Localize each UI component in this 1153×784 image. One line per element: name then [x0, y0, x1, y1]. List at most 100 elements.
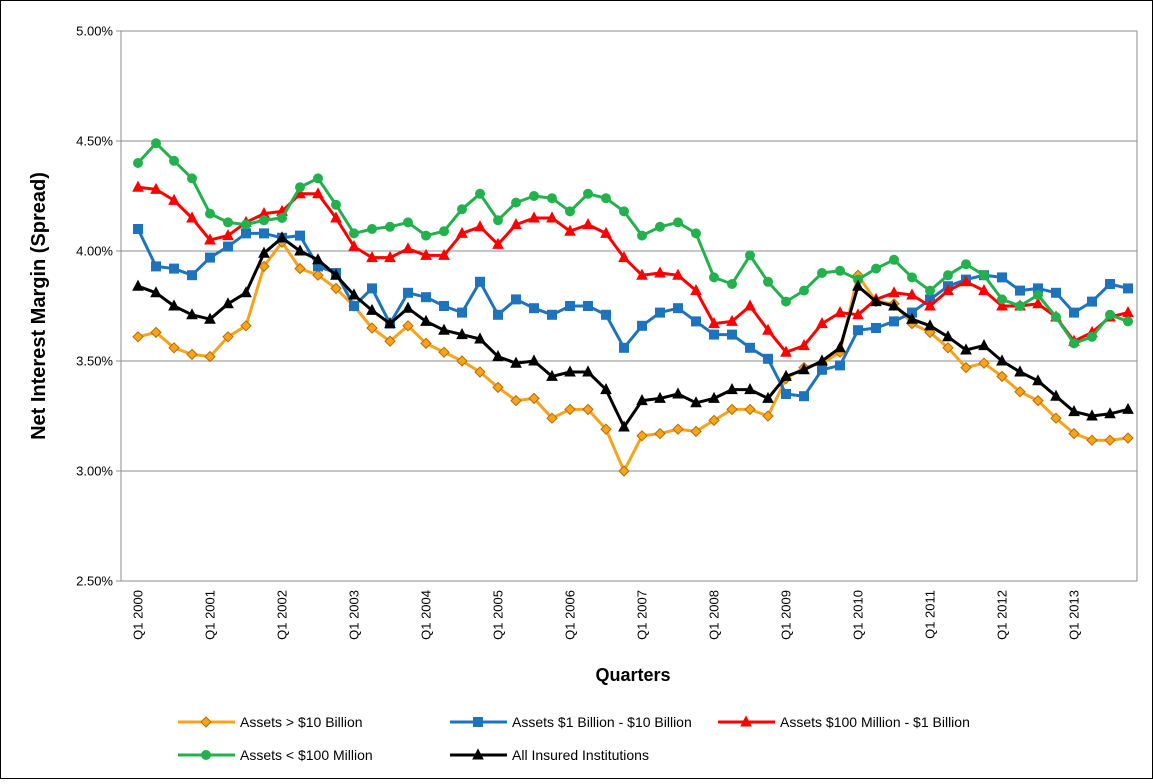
data-point [420, 248, 432, 260]
data-point [277, 213, 287, 223]
data-point [1087, 331, 1097, 342]
data-point [439, 301, 449, 311]
data-point [1068, 427, 1080, 440]
data-point [979, 270, 989, 281]
x-tick-label: Q1 2001 [203, 590, 218, 640]
data-point [799, 391, 809, 402]
data-point [708, 317, 720, 329]
data-point [672, 268, 684, 280]
x-tick-label: Q1 2008 [707, 590, 722, 640]
data-point [1069, 307, 1079, 318]
data-point [762, 410, 774, 422]
data-point [223, 241, 233, 252]
data-point [330, 268, 342, 280]
data-point [547, 193, 557, 204]
data-point [474, 220, 486, 232]
y-tick-label: 4.50% [76, 134, 113, 149]
data-point [564, 224, 576, 236]
data-point [835, 265, 845, 276]
data-point [1123, 283, 1133, 294]
data-point [1105, 279, 1115, 289]
data-point [655, 307, 665, 318]
data-point [997, 272, 1007, 283]
legend-marker [201, 750, 211, 760]
data-point [618, 420, 630, 432]
data-point [636, 394, 648, 406]
data-point [1104, 407, 1116, 419]
data-point [366, 251, 378, 263]
data-point [330, 282, 342, 295]
data-point [582, 403, 594, 416]
data-point [924, 319, 936, 331]
data-point [240, 320, 252, 332]
data-point [186, 348, 198, 361]
x-tick-label: Q1 2012 [995, 590, 1010, 640]
data-point [1105, 309, 1115, 320]
data-point [330, 211, 342, 223]
data-point [475, 276, 485, 287]
data-point [529, 191, 539, 201]
data-point [151, 261, 161, 272]
data-point [151, 138, 161, 149]
data-point [547, 309, 557, 320]
data-point [888, 286, 900, 298]
data-point [601, 193, 611, 204]
data-point [924, 299, 936, 311]
y-tick-label: 3.00% [76, 464, 113, 479]
data-point [1069, 338, 1079, 349]
data-point [204, 350, 216, 363]
legend-marker [473, 717, 483, 727]
data-point [690, 396, 702, 408]
data-point [331, 199, 341, 210]
data-point [672, 423, 684, 435]
data-point [1087, 296, 1097, 307]
data-point [276, 231, 288, 243]
data-point [996, 354, 1008, 366]
data-point [510, 356, 522, 368]
data-point [835, 360, 845, 371]
data-point [133, 158, 143, 168]
data-point [205, 208, 215, 219]
data-point [492, 350, 504, 362]
data-point [654, 427, 666, 440]
legend-marker [200, 716, 212, 728]
data-point [240, 286, 252, 298]
data-point [762, 391, 774, 403]
data-point [672, 387, 684, 399]
data-point [889, 254, 899, 265]
data-point [600, 226, 612, 238]
data-point [1123, 316, 1133, 327]
data-point [348, 288, 360, 300]
data-point [618, 465, 630, 477]
data-point [708, 391, 720, 403]
data-point [600, 423, 612, 435]
data-point [475, 188, 485, 199]
data-point [420, 314, 432, 326]
x-axis-title: Quarters [595, 665, 670, 685]
data-point [708, 414, 720, 427]
legend-label: Assets $1 Billion - $10 Billion [512, 714, 692, 730]
data-point [726, 314, 738, 326]
data-point [871, 323, 881, 333]
data-point [492, 237, 504, 249]
data-point [169, 263, 179, 274]
data-point [745, 250, 755, 261]
data-point [528, 392, 540, 405]
data-point [295, 182, 305, 193]
data-point [852, 279, 864, 291]
data-point [1032, 374, 1044, 386]
data-point [528, 354, 540, 366]
data-point [1032, 297, 1044, 309]
data-point [1051, 287, 1061, 298]
data-point [150, 286, 162, 298]
data-point [565, 206, 575, 217]
data-point [529, 303, 539, 314]
data-point [511, 294, 521, 305]
data-point [132, 279, 144, 291]
data-point [313, 173, 323, 184]
data-point [727, 329, 737, 340]
data-point [1104, 434, 1116, 446]
data-point [132, 180, 144, 192]
data-point [312, 187, 324, 199]
